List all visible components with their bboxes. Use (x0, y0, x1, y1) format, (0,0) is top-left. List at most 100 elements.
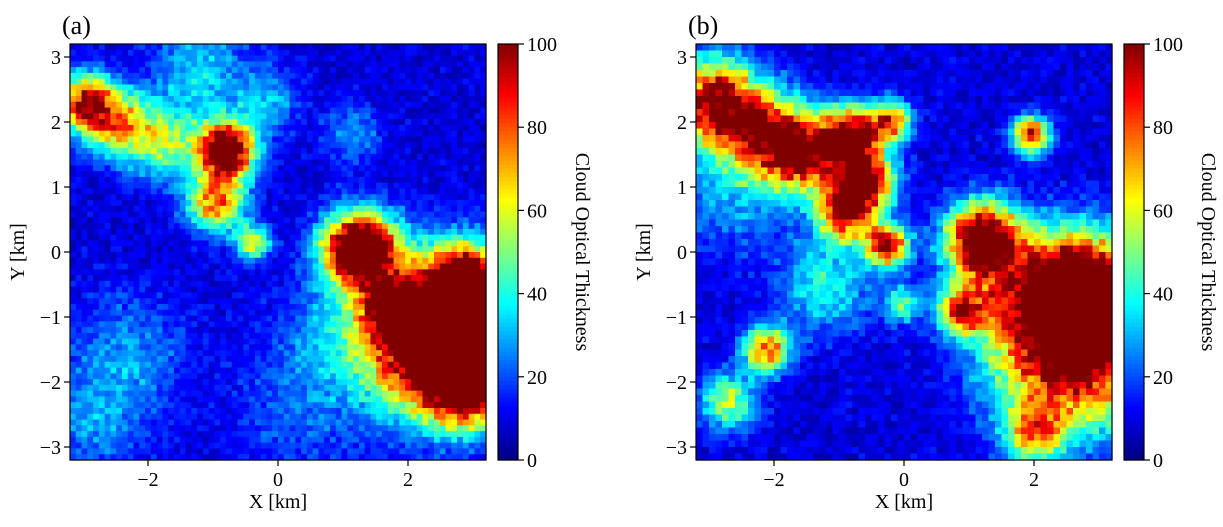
heatmap-cell (330, 321, 337, 328)
heatmap-cell (347, 159, 354, 166)
heatmap-cell (324, 119, 331, 126)
heatmap-cell (110, 431, 117, 438)
heatmap-cell (451, 361, 458, 369)
heatmap-cell (422, 90, 429, 97)
heatmap-cell (75, 136, 83, 143)
heatmap-cell (439, 182, 447, 190)
heatmap-cell (306, 240, 314, 247)
heatmap-cell (445, 84, 452, 91)
heatmap-cell (139, 286, 146, 294)
heatmap-cell (451, 350, 458, 357)
heatmap-cell (445, 136, 452, 143)
heatmap-cell (70, 338, 77, 346)
heatmap-cell (197, 72, 204, 80)
heatmap-cell (405, 234, 412, 242)
heatmap-cell (341, 171, 348, 178)
heatmap-cell (185, 384, 192, 392)
heatmap-cell (208, 350, 216, 357)
heatmap-cell (266, 49, 273, 57)
heatmap-cell (353, 344, 360, 351)
heatmap-cell (98, 413, 106, 421)
heatmap-cell (364, 113, 372, 120)
heatmap-cell (353, 257, 360, 265)
heatmap-cell (243, 292, 250, 299)
heatmap-cell (243, 124, 250, 132)
heatmap-cell (116, 419, 123, 426)
heatmap-cell (353, 356, 360, 363)
heatmap-cell (462, 309, 470, 317)
heatmap-cell (231, 176, 239, 184)
heatmap-cell (457, 286, 464, 294)
heatmap-cell (370, 344, 377, 351)
heatmap-cell (376, 263, 383, 270)
heatmap-cell (122, 252, 129, 259)
heatmap-cell (289, 234, 296, 242)
heatmap-cell (174, 361, 181, 369)
heatmap-cell (110, 90, 117, 97)
heatmap-cell (439, 280, 447, 288)
heatmap-cell (191, 205, 198, 213)
heatmap-cell (283, 240, 291, 247)
heatmap-cell (376, 148, 383, 155)
heatmap-cell (156, 263, 164, 270)
heatmap-cell (445, 396, 452, 403)
heatmap-cell (324, 379, 331, 386)
heatmap-cell (272, 200, 279, 207)
heatmap-cell (347, 309, 354, 317)
heatmap-cell (399, 390, 406, 398)
heatmap-cell (457, 356, 464, 363)
heatmap-cell (70, 101, 77, 109)
heatmap-cell (254, 275, 262, 282)
heatmap-cell (87, 356, 94, 363)
heatmap-cell (185, 309, 192, 317)
heatmap-cell (376, 309, 383, 317)
heatmap-cell (405, 419, 412, 426)
heatmap-cell (162, 107, 169, 114)
heatmap-cell (382, 78, 389, 86)
heatmap-cell (93, 263, 100, 270)
heatmap-cell (145, 200, 152, 207)
heatmap-cell (301, 286, 308, 294)
heatmap-cell (416, 228, 424, 236)
heatmap-cell (179, 402, 187, 409)
heatmap-cell (330, 90, 337, 97)
heatmap-cell (382, 390, 389, 398)
heatmap-cell (382, 240, 389, 247)
heatmap-cell (405, 379, 412, 386)
heatmap-cell (457, 448, 464, 455)
heatmap-cell (399, 188, 406, 195)
heatmap-cell (341, 159, 348, 166)
heatmap-cell (405, 246, 412, 253)
heatmap-cell (98, 217, 106, 224)
heatmap-cell (393, 413, 400, 421)
heatmap-cell (127, 228, 135, 236)
heatmap-cell (364, 84, 372, 91)
heatmap-cell (382, 321, 389, 328)
heatmap-cell (179, 286, 187, 294)
heatmap-cell (335, 107, 343, 114)
heatmap-cell (202, 228, 210, 236)
heatmap-cell (272, 96, 279, 103)
heatmap-cell (457, 361, 464, 369)
heatmap-cell (104, 124, 112, 132)
heatmap-cell (462, 205, 470, 213)
heatmap-cell (324, 148, 331, 155)
heatmap-cell (162, 176, 169, 184)
heatmap-cell (162, 90, 169, 97)
heatmap-cell (439, 344, 447, 351)
heatmap-cell (139, 246, 146, 253)
heatmap-cell (220, 67, 227, 74)
heatmap-cell (110, 280, 117, 288)
heatmap-cell (185, 234, 192, 242)
heatmap-cell (231, 107, 239, 114)
heatmap-cell (457, 280, 464, 288)
heatmap-cell (405, 78, 412, 86)
heatmap-cell (156, 384, 164, 392)
heatmap-cell (122, 55, 129, 62)
heatmap-cell (428, 315, 435, 322)
heatmap-cell (75, 148, 83, 155)
heatmap-cell (214, 344, 221, 351)
heatmap-cell (457, 257, 464, 265)
heatmap-cell (393, 384, 400, 392)
heatmap-cell (208, 101, 216, 109)
